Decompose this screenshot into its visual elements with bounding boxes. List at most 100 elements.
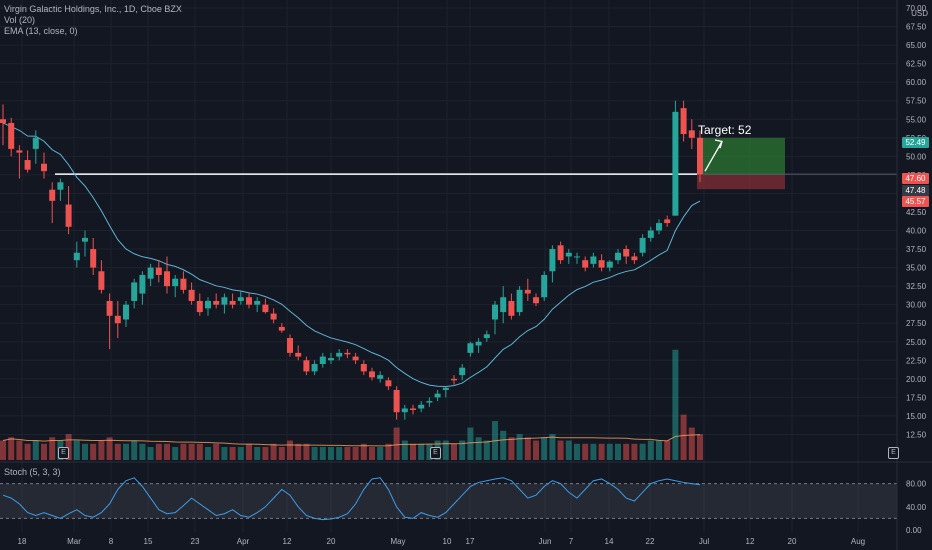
candle-body xyxy=(516,289,523,313)
stoch-tick-label: 40.00 xyxy=(906,503,927,512)
candle-body xyxy=(155,267,162,275)
volume-bar xyxy=(467,427,474,460)
candle-body xyxy=(180,278,187,290)
candle-body xyxy=(188,289,195,301)
candle-body xyxy=(697,137,703,175)
volume-bar xyxy=(205,447,211,460)
volume-bar xyxy=(598,443,605,460)
candle-body xyxy=(106,300,113,316)
volume-bar xyxy=(155,443,162,460)
candle-body xyxy=(426,401,433,403)
volume-indicator-label: Vol (20) xyxy=(4,15,36,25)
time-tick-label: Jul xyxy=(699,537,709,546)
candle-body xyxy=(500,297,507,313)
ema-line xyxy=(2,122,701,388)
candle-body xyxy=(213,300,220,305)
candle-body xyxy=(360,364,367,372)
volume-bar xyxy=(500,430,507,460)
volume-bar xyxy=(90,443,97,460)
candle-body xyxy=(582,260,589,268)
candle-body xyxy=(0,119,6,123)
candle-body xyxy=(541,275,548,298)
volume-bar xyxy=(385,443,392,460)
candle-body xyxy=(164,271,170,287)
volume-bar xyxy=(360,443,367,460)
volume-bar xyxy=(328,447,334,460)
earnings-marker-icon[interactable]: E xyxy=(430,447,441,459)
volume-bar xyxy=(451,443,457,460)
price-tick-label: 32.50 xyxy=(906,282,927,291)
time-tick-label: 20 xyxy=(788,537,797,546)
candle-body xyxy=(508,300,515,316)
stoch-tick-label: 80.00 xyxy=(906,480,927,489)
volume-bar xyxy=(131,440,138,460)
earnings-marker-icon[interactable]: E xyxy=(58,447,69,459)
volume-bar xyxy=(319,447,326,460)
price-tick-label: 42.50 xyxy=(906,208,927,217)
candle-body xyxy=(328,358,334,361)
time-tick-label: 17 xyxy=(466,537,475,546)
volume-bar xyxy=(139,443,146,460)
volume-bar xyxy=(393,427,400,460)
volume-bar xyxy=(311,447,318,460)
volume-bar xyxy=(524,437,531,460)
volume-bar xyxy=(172,447,179,460)
volume-bar xyxy=(647,440,654,460)
price-tick-label: 55.00 xyxy=(906,115,927,124)
volume-bar xyxy=(246,443,252,460)
candle-body xyxy=(295,352,302,357)
candle-body xyxy=(123,304,129,320)
symbol-title: Virgin Galactic Holdings, Inc., 1D, Cboe… xyxy=(4,4,182,14)
earnings-marker-icon[interactable]: E xyxy=(888,447,899,459)
candle-body xyxy=(549,249,556,272)
candle-body xyxy=(196,300,203,313)
candle-body xyxy=(598,260,605,268)
candle-body xyxy=(492,304,498,320)
price-tick-label: 60.00 xyxy=(906,78,927,87)
candle-body xyxy=(533,297,539,304)
volume-bar xyxy=(123,443,129,460)
volume-bar xyxy=(114,443,121,460)
volume-bar xyxy=(377,447,384,460)
candle-body xyxy=(623,249,630,257)
candle-body xyxy=(246,297,252,305)
candle-body xyxy=(615,252,621,261)
time-tick-label: Aug xyxy=(851,537,865,546)
target-price-tag: 52.49 xyxy=(902,137,929,148)
volume-bar xyxy=(147,447,154,460)
entry-price-tag: 47.48 xyxy=(902,185,929,196)
volume-bar xyxy=(237,447,244,460)
price-tick-label: 65.00 xyxy=(906,41,927,50)
candle-body xyxy=(418,404,425,409)
candle-body xyxy=(24,160,31,170)
candle-body xyxy=(369,371,375,378)
volume-bar xyxy=(188,443,195,460)
volume-bar xyxy=(16,440,23,460)
candle-body xyxy=(688,130,695,138)
volume-bar xyxy=(549,434,556,460)
candle-body xyxy=(451,378,457,381)
volume-bar xyxy=(483,440,490,460)
volume-bar xyxy=(270,443,277,460)
candle-body xyxy=(631,256,638,261)
volume-bar xyxy=(229,447,236,460)
candle-body xyxy=(57,182,64,190)
time-tick-label: Mar xyxy=(67,537,81,546)
price-tick-label: 37.50 xyxy=(906,245,927,254)
candle-body xyxy=(664,219,671,224)
volume-bar xyxy=(606,443,613,460)
time-tick-label: 8 xyxy=(109,537,114,546)
stop-price-tag: 45.57 xyxy=(902,196,929,207)
volume-bar xyxy=(221,447,228,460)
volume-bar xyxy=(656,440,662,460)
candle-body xyxy=(459,367,466,376)
volume-bar xyxy=(565,440,572,460)
volume-bar xyxy=(287,440,293,460)
volume-ma-line xyxy=(2,434,701,447)
price-tick-label: 27.50 xyxy=(906,319,927,328)
time-tick-label: Jun xyxy=(539,537,552,546)
volume-bar xyxy=(475,437,482,460)
volume-bar xyxy=(508,437,515,460)
time-tick-label: 7 xyxy=(569,537,574,546)
